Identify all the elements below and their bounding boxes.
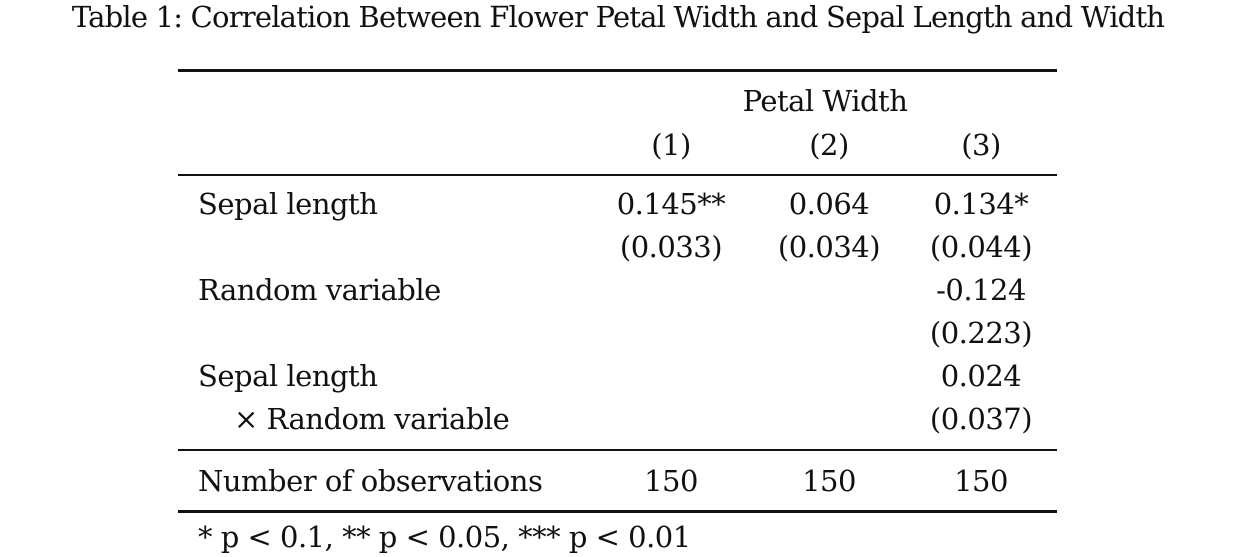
body-rule (178, 449, 1057, 451)
observations-cell: 150 (954, 464, 1008, 498)
row-label-observations: Number of observations (198, 464, 543, 498)
coef-cell: 0.064 (788, 187, 870, 221)
se-cell: (0.033) (619, 230, 723, 264)
dependent-variable-header: Petal Width (742, 84, 908, 118)
top-rule (178, 69, 1057, 72)
row-label-interaction: Sepal length (198, 359, 378, 393)
significance-note: * p < 0.1, ** p < 0.05, *** p < 0.01 (198, 520, 691, 554)
se-cell: (0.034) (777, 230, 881, 264)
column-header-1: (1) (651, 128, 691, 162)
column-header-3: (3) (961, 128, 1001, 162)
coef-cell: 0.134* (933, 187, 1029, 221)
coef-cell: -0.124 (936, 273, 1026, 307)
table-caption: Table 1: Correlation Between Flower Peta… (71, 0, 1165, 34)
row-label-sepal-length: Sepal length (198, 187, 378, 221)
bottom-rule (178, 510, 1057, 513)
se-cell: (0.044) (929, 230, 1033, 264)
coef-cell: 0.024 (940, 359, 1022, 393)
header-rule (178, 174, 1057, 176)
observations-cell: 150 (802, 464, 856, 498)
coef-cell: 0.145** (616, 187, 726, 221)
row-label-random-variable: Random variable (198, 273, 441, 307)
column-header-2: (2) (809, 128, 849, 162)
se-cell: (0.037) (929, 402, 1033, 436)
se-cell: (0.223) (929, 316, 1033, 350)
observations-cell: 150 (644, 464, 698, 498)
row-label-interaction-line2: × Random variable (234, 402, 510, 436)
